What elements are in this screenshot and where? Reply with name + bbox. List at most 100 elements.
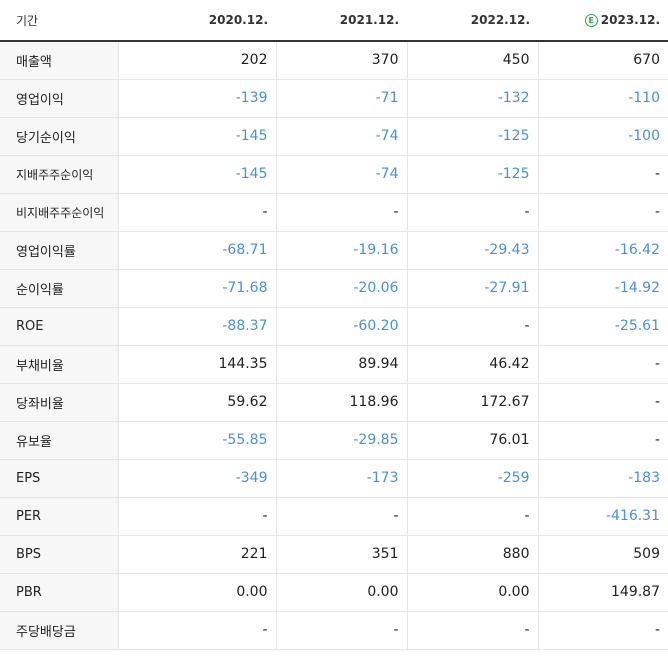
value-cell: -88.37 [117, 307, 276, 346]
row-label: 영업이익 [0, 79, 118, 118]
table-row: 당기순이익 -145 -74 -125 -100 [0, 117, 668, 156]
table-row: 매출액 202 370 450 670 [0, 41, 668, 80]
row-label: 영업이익률 [0, 230, 118, 270]
value-cell: 202 [117, 41, 276, 80]
period-2023-label: 2023.12. [600, 13, 660, 27]
value-cell: -71 [275, 79, 407, 118]
row-label: 순이익률 [0, 269, 118, 308]
row-label: 유보율 [0, 421, 118, 460]
value-cell: -55.85 [117, 421, 276, 460]
value-cell: -100 [537, 117, 668, 156]
value-cell: 144.35 [117, 344, 276, 384]
value-cell: - [406, 497, 538, 536]
value-cell: 0.00 [117, 573, 276, 612]
value-cell: -125 [406, 155, 538, 194]
value-cell: 89.94 [275, 344, 407, 384]
header-row: 기간 2020.12. 2021.12. 2022.12. E 2023.12. [0, 0, 668, 42]
value-cell: - [275, 497, 407, 536]
value-cell: - [117, 497, 276, 536]
table-header: 기간 2020.12. 2021.12. 2022.12. E 2023.12. [0, 0, 668, 42]
row-label: 부채비율 [0, 344, 118, 384]
value-cell: -60.20 [275, 307, 407, 346]
period-2021: 2021.12. [276, 0, 407, 42]
value-cell: -19.16 [275, 230, 407, 270]
value-cell: -145 [117, 117, 276, 156]
row-label: PBR [0, 573, 118, 612]
value-cell: -349 [117, 458, 276, 498]
row-label: BPS [0, 535, 118, 574]
table-row: 순이익률 -71.68 -20.06 -27.91 -14.92 [0, 269, 668, 308]
value-cell: -29.43 [406, 230, 538, 270]
value-cell: 172.67 [406, 383, 538, 422]
value-cell: -183 [537, 458, 668, 498]
value-cell: - [117, 193, 276, 232]
value-cell: 118.96 [275, 383, 407, 422]
value-cell: -173 [275, 458, 407, 498]
value-cell: 450 [406, 41, 538, 80]
value-cell: -71.68 [117, 269, 276, 308]
value-cell: -20.06 [275, 269, 407, 308]
value-cell: 351 [275, 535, 407, 574]
value-cell: -25.61 [537, 307, 668, 346]
table-row: BPS 221 351 880 509 [0, 535, 668, 574]
table-row: 비지배주주순이익 - - - - [0, 193, 668, 232]
period-2023-estimate: E 2023.12. [538, 0, 668, 42]
value-cell: 0.00 [275, 573, 407, 612]
row-label: ROE [0, 307, 118, 346]
value-cell: -145 [117, 155, 276, 194]
value-cell: - [537, 344, 668, 384]
value-cell: -110 [537, 79, 668, 118]
row-label: 주당배당금 [0, 610, 118, 650]
value-cell: - [537, 155, 668, 194]
value-cell: 0.00 [406, 573, 538, 612]
table-row: 지배주주순이익 -145 -74 -125- [0, 155, 668, 194]
row-label: 당좌비율 [0, 383, 118, 422]
value-cell: -14.92 [537, 269, 668, 308]
value-cell: 59.62 [117, 383, 276, 422]
row-label: 비지배주주순이익 [0, 193, 118, 232]
period-header-label: 기간 [0, 0, 118, 42]
value-cell: -74 [275, 155, 407, 194]
table-row: 부채비율 144.35 89.94 46.42- [0, 344, 668, 384]
row-label: EPS [0, 458, 118, 498]
value-cell: - [275, 610, 407, 650]
table-row: PBR 0.00 0.00 0.00 149.87 [0, 573, 668, 612]
value-cell: -16.42 [537, 230, 668, 270]
value-cell: 221 [117, 535, 276, 574]
value-cell: -132 [406, 79, 538, 118]
value-cell: 509 [537, 535, 668, 574]
row-label: PER [0, 497, 118, 536]
table-row: PER - - - -416.31 [0, 497, 668, 536]
value-cell: -125 [406, 117, 538, 156]
value-cell: - [406, 193, 538, 232]
value-cell: - [537, 610, 668, 650]
value-cell: -29.85 [275, 421, 407, 460]
table-row: 주당배당금 - - - - [0, 610, 668, 650]
value-cell: 370 [275, 41, 407, 80]
table-row: ROE -88.37 -60.20- -25.61 [0, 307, 668, 346]
value-cell: 670 [537, 41, 668, 80]
table-row: 당좌비율 59.62 118.96 172.67- [0, 383, 668, 422]
value-cell: -139 [117, 79, 276, 118]
row-label: 매출액 [0, 41, 118, 80]
value-cell: - [275, 193, 407, 232]
table-body: 매출액 202 370 450 670 영업이익 -139 -71 -132 -110 당기순이익 -… [0, 41, 668, 650]
value-cell: 76.01 [406, 421, 538, 460]
row-label: 지배주주순이익 [0, 155, 118, 194]
value-cell: 880 [406, 535, 538, 574]
value-cell: - [537, 421, 668, 460]
table-row: EPS -349 -173 -259 -183 [0, 458, 668, 498]
value-cell: - [117, 610, 276, 650]
value-cell: -27.91 [406, 269, 538, 308]
period-2022: 2022.12. [407, 0, 538, 42]
value-cell: -74 [275, 117, 407, 156]
period-2020: 2020.12. [118, 0, 276, 42]
estimate-badge-icon: E [584, 14, 598, 27]
value-cell: - [537, 193, 668, 232]
value-cell: -259 [406, 458, 538, 498]
value-cell: - [406, 610, 538, 650]
value-cell: -68.71 [117, 230, 276, 270]
table-row: 영업이익률 -68.71 -19.16 -29.43 -16.42 [0, 230, 668, 270]
value-cell: 149.87 [537, 573, 668, 612]
